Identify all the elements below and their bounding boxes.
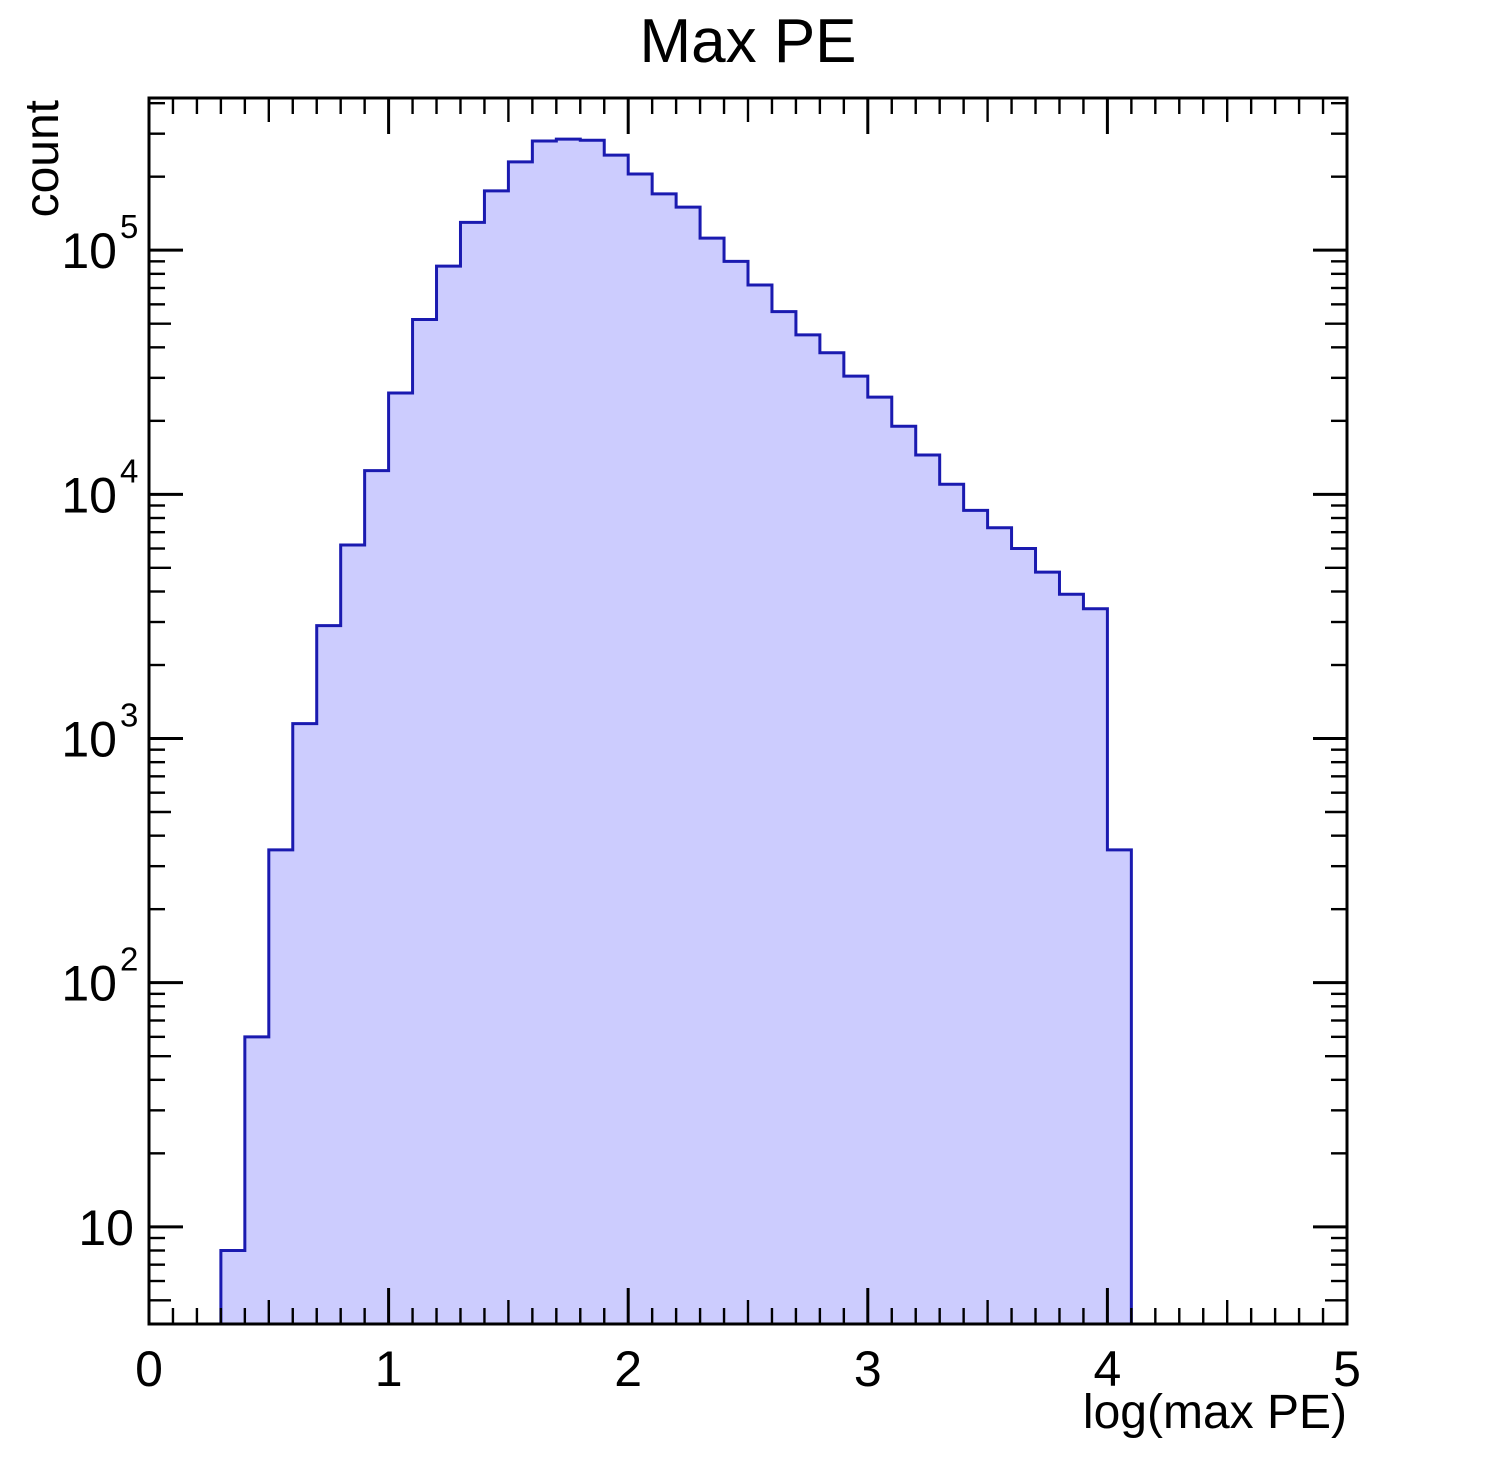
x-tick-label: 5 <box>1333 1341 1361 1397</box>
y-tick-label-exponent: 3 <box>120 697 138 734</box>
y-tick-label-exponent: 5 <box>120 208 138 245</box>
y-tick-label-mantissa: 10 <box>61 467 117 523</box>
y-axis-ticks <box>149 101 1347 1326</box>
x-tick-label: 1 <box>375 1341 403 1397</box>
y-tick-label-exponent: 2 <box>120 941 138 978</box>
x-axis-ticks <box>147 98 1349 1324</box>
y-tick-label-mantissa: 10 <box>61 956 117 1012</box>
x-axis-title: log(max PE) <box>1083 1386 1347 1439</box>
y-tick-label: 10 4 <box>61 452 138 523</box>
x-tick-label: 0 <box>135 1341 163 1397</box>
y-tick-label: 10 3 <box>61 697 138 768</box>
y-tick-label-mantissa: 10 <box>61 712 117 768</box>
y-tick-label-exponent: 4 <box>120 452 138 489</box>
x-tick-label: 4 <box>1093 1341 1121 1397</box>
histogram-bars <box>219 137 1133 1326</box>
y-tick-label: 10 2 <box>61 941 138 1012</box>
chart-title: Max PE <box>639 7 856 76</box>
y-tick-label-mantissa: 10 <box>78 1200 134 1256</box>
y-axis-title: count <box>16 100 69 217</box>
histogram-series <box>219 137 1133 1326</box>
x-axis-tick-labels: 0 1 2 3 4 5 <box>135 1341 1361 1397</box>
x-tick-label: 3 <box>854 1341 882 1397</box>
x-tick-label: 2 <box>614 1341 642 1397</box>
y-tick-label: 10 <box>78 1200 134 1256</box>
y-tick-label-mantissa: 10 <box>61 223 117 279</box>
y-tick-label: 10 5 <box>61 208 138 279</box>
